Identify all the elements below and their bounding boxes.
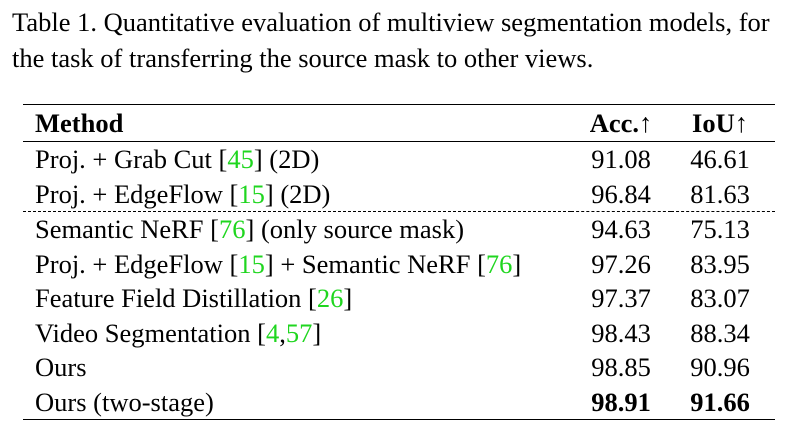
iou-cell: 81.63	[671, 176, 775, 212]
method-cell: Feature Field Distillation [26]	[35, 283, 353, 313]
accuracy-cell: 96.84	[571, 176, 671, 212]
method-cell: Proj. + EdgeFlow [15] + Semantic NeRF [7…	[35, 248, 522, 279]
results-table: Method Acc.↑ IoU↑ Proj. + Grab Cut [45] …	[23, 104, 775, 420]
method-cell: Semantic NeRF [76] (only source mask)	[35, 214, 465, 244]
citation-link[interactable]: 57	[285, 317, 313, 348]
table-row: Semantic NeRF [76] (only source mask) 94…	[23, 212, 775, 247]
method-cell: Ours (two-stage)	[23, 384, 571, 420]
iou-cell: 83.07	[690, 283, 750, 313]
accuracy-cell: 94.63	[591, 214, 651, 244]
iou-cell: 46.61	[690, 144, 750, 174]
method-cell: Proj. + Grab Cut [45] (2D)	[35, 144, 320, 174]
table-row: Proj. + Grab Cut [45] (2D) 91.08 46.61	[23, 142, 775, 177]
header-accuracy: Acc.↑	[571, 104, 671, 142]
iou-cell: 88.34	[690, 317, 750, 348]
method-cell: Video Segmentation [4,57]	[35, 317, 322, 348]
citation-link[interactable]: 76	[219, 214, 246, 244]
table-row: Proj. + EdgeFlow [15] (2D) 96.84 81.63	[23, 176, 775, 212]
table-row: Video Segmentation [4,57] 98.43 88.34	[23, 316, 775, 351]
header-method: Method	[23, 104, 571, 142]
accuracy-cell: 91.08	[591, 144, 651, 174]
citation-link[interactable]: 4	[265, 317, 280, 348]
method-cell: Proj. + EdgeFlow [15] (2D)	[23, 176, 571, 212]
table-header-row: Method Acc.↑ IoU↑	[23, 104, 775, 142]
accuracy-cell: 98.43	[591, 317, 651, 348]
iou-cell: 75.13	[690, 214, 750, 244]
table-caption: Table 1. Quantitative evaluation of mult…	[12, 7, 770, 73]
accuracy-cell: 97.37	[591, 283, 651, 313]
results-table-container: Method Acc.↑ IoU↑ Proj. + Grab Cut [45] …	[23, 104, 775, 420]
citation-link[interactable]: 15	[238, 248, 265, 279]
table-row: Feature Field Distillation [26] 97.37 83…	[23, 281, 775, 316]
iou-cell-best: 91.66	[671, 384, 775, 420]
citation-link[interactable]: 15	[238, 178, 265, 209]
iou-cell: 90.96	[690, 352, 750, 382]
accuracy-cell: 97.26	[591, 248, 651, 279]
citation-link[interactable]: 45	[227, 144, 254, 174]
table-row: Ours 98.85 90.96	[23, 350, 775, 385]
method-cell: Ours	[35, 352, 87, 382]
header-iou: IoU↑	[671, 104, 775, 142]
iou-cell: 83.95	[690, 248, 750, 279]
table-row: Proj. + EdgeFlow [15] + Semantic NeRF [7…	[23, 247, 775, 282]
citation-link[interactable]: 26	[316, 283, 344, 313]
table-row: Ours (two-stage) 98.91 91.66	[23, 384, 775, 420]
accuracy-cell-best: 98.91	[571, 384, 671, 420]
citation-link[interactable]: 76	[485, 248, 513, 279]
accuracy-cell: 98.85	[591, 352, 651, 382]
